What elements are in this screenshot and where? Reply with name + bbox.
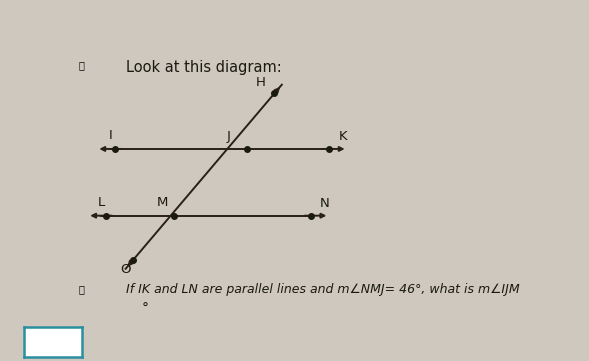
Text: 💬: 💬 (78, 60, 84, 70)
Text: L: L (97, 196, 105, 209)
Text: M: M (157, 196, 168, 209)
Text: 🔊: 🔊 (78, 284, 84, 294)
Text: O: O (120, 263, 131, 276)
Text: K: K (339, 130, 348, 143)
Text: If IK and LN are parallel lines and m∠NMJ= 46°, what is m∠IJM: If IK and LN are parallel lines and m∠NM… (126, 283, 519, 296)
Text: N: N (320, 197, 330, 210)
Text: H: H (256, 76, 266, 89)
Text: J: J (227, 130, 231, 143)
Text: Look at this diagram:: Look at this diagram: (126, 60, 282, 75)
Text: °: ° (141, 302, 148, 316)
Text: I: I (108, 129, 112, 142)
